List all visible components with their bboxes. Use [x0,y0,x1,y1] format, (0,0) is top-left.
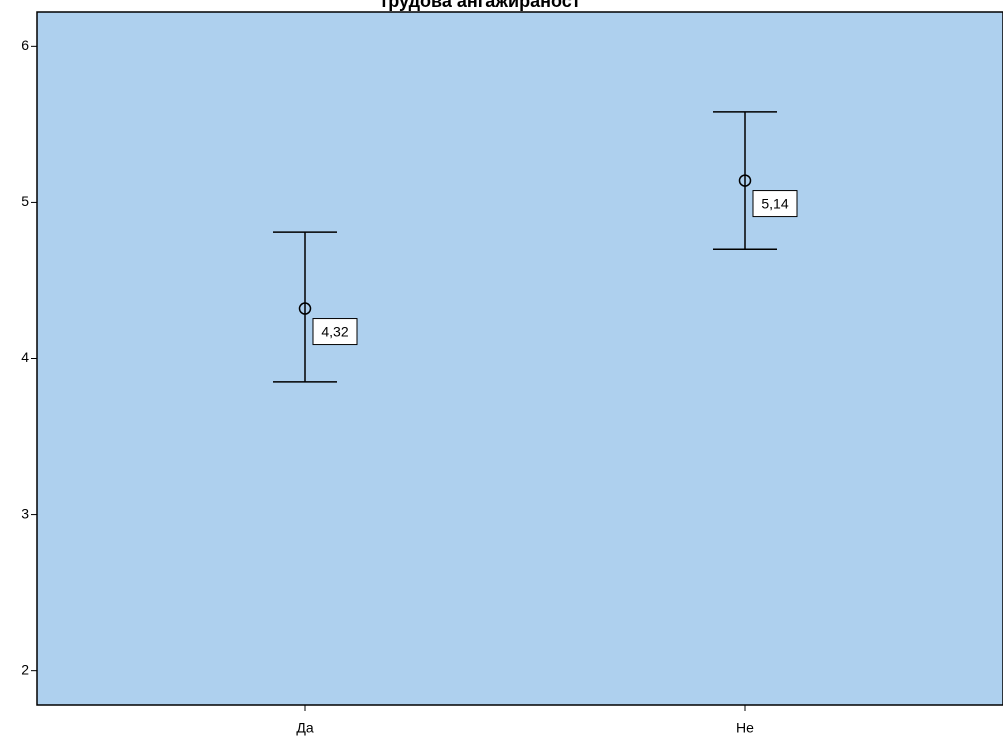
mean-point [738,174,752,187]
y-tick-label: 6 [21,37,29,53]
y-tick-label: 5 [21,193,29,209]
value-label: 5,14 [761,195,788,211]
value-label: 4,32 [321,323,348,339]
y-tick-label: 3 [21,505,29,521]
y-tick-label: 4 [21,349,29,365]
chart-title: трудова ангажираност [379,0,580,11]
mean-point [298,302,312,315]
x-tick-label: Не [736,720,754,736]
value-label-box [312,318,358,346]
value-label-box [752,190,798,218]
y-tick-label: 2 [21,661,29,677]
plot-area [36,11,1003,706]
x-tick-label: Да [296,720,313,736]
